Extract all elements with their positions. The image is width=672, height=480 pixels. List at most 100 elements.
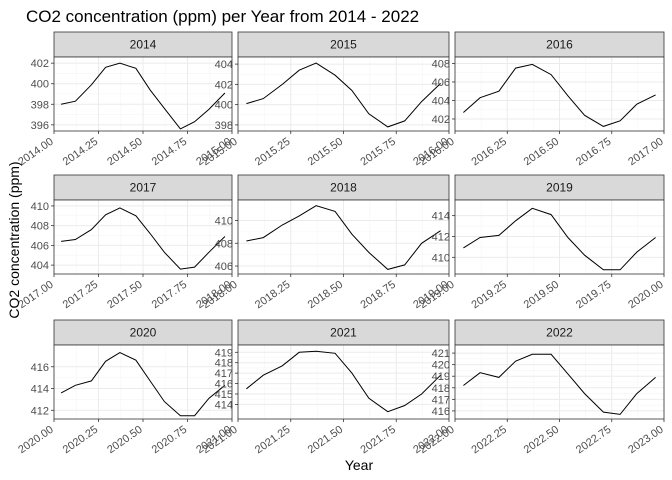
x-tick-label: 2020.75 (150, 424, 189, 457)
series-line-2020 (60, 352, 226, 417)
facet-strip (237, 319, 450, 346)
x-tick-label: 2016.75 (574, 136, 613, 169)
y-tick-label: 400 (215, 100, 233, 112)
y-tick-label: 404 (432, 95, 450, 107)
x-tick-label: 2014.50 (105, 136, 144, 169)
series-line-2014 (60, 62, 226, 130)
y-tick-label: 406 (432, 77, 450, 89)
y-tick-label: 416 (31, 362, 49, 374)
y-tick-label: 418 (432, 383, 450, 395)
facet-strip-label: 2021 (330, 326, 357, 340)
y-tick-label: 402 (31, 58, 49, 70)
x-tick-label: 2014.00 (16, 136, 55, 169)
x-tick-label: 2017.00 (626, 136, 665, 169)
y-tick-label: 402 (432, 114, 450, 126)
x-tick-label: 2016.50 (522, 136, 561, 169)
x-tick-label: 2020.00 (16, 424, 55, 457)
y-tick-label: 418 (215, 358, 233, 370)
x-tick-label: 2022.25 (470, 424, 509, 457)
x-tick-label: 2017.00 (16, 279, 55, 312)
x-tick-label: 2017.50 (105, 279, 144, 312)
y-tick-label: 417 (432, 394, 450, 406)
y-tick-label: 414 (31, 384, 49, 396)
facet-strip (237, 174, 450, 201)
x-tick-label: 2022.50 (522, 424, 561, 457)
y-tick-label: 404 (215, 59, 233, 71)
y-tick-label: 412 (31, 405, 49, 417)
series-line-2019 (463, 207, 656, 271)
x-tick-label: 2021.50 (306, 424, 345, 457)
x-tick-label: 2015.25 (253, 136, 292, 169)
x-tick-label: 2017.75 (150, 279, 189, 312)
y-tick-label: 415 (215, 389, 233, 401)
facet-strip (454, 31, 665, 58)
series-line-2015 (246, 62, 441, 128)
x-tick-label: 2021.75 (359, 424, 398, 457)
x-tick-label: 2018.50 (306, 279, 345, 312)
facet-2020: 2020 412 414 416 2020.00 2020.25 2020.50 2020.7… (16, 319, 234, 457)
y-tick-label: 406 (31, 240, 49, 252)
facet-strip-label: 2022 (546, 326, 573, 340)
x-tick-label: 2019.75 (574, 279, 613, 312)
x-axis-title: Year (345, 457, 374, 473)
chart-title: CO2 concentration (ppm) per Year from 20… (26, 7, 419, 26)
facet-strip-label: 2016 (546, 38, 573, 52)
y-tick-label: 414 (432, 211, 450, 223)
facet-strip (237, 31, 450, 58)
y-tick-label: 406 (215, 261, 233, 273)
facet-strip-label: 2019 (546, 181, 573, 195)
y-tick-label: 417 (215, 368, 233, 380)
y-tick-label: 414 (215, 399, 233, 411)
series-line-2022 (463, 353, 656, 415)
x-tick-label: 2015.75 (359, 136, 398, 169)
y-tick-label: 408 (31, 221, 49, 233)
series-line-2016 (463, 63, 656, 127)
series-line-2021 (246, 350, 441, 413)
facet-strip-label: 2018 (330, 181, 357, 195)
facet-strip (53, 31, 233, 58)
x-tick-label: 2023.00 (626, 424, 665, 457)
x-tick-label: 2014.25 (61, 136, 100, 169)
y-axis-title: CO2 concentration (ppm) (6, 161, 22, 318)
x-tick-label: 2021.25 (253, 424, 292, 457)
x-tick-label: 2018.25 (253, 279, 292, 312)
y-tick-label: 421 (432, 348, 450, 360)
y-tick-label: 416 (215, 379, 233, 391)
y-tick-label: 396 (31, 120, 49, 132)
y-tick-label: 419 (215, 347, 233, 359)
y-tick-label: 398 (215, 120, 233, 132)
y-tick-label: 410 (215, 215, 233, 227)
facet-2014: 2014 396 398 400 402 2014.00 2014.25 2014.50 201… (16, 31, 234, 169)
x-tick-label: 2018.75 (359, 279, 398, 312)
facet-strip-label: 2020 (130, 326, 157, 340)
x-tick-label: 2015.50 (306, 136, 345, 169)
x-tick-label: 2014.75 (150, 136, 189, 169)
x-tick-label: 2020.00 (626, 279, 665, 312)
x-tick-label: 2022.75 (574, 424, 613, 457)
x-tick-label: 2016.25 (470, 136, 509, 169)
y-tick-label: 412 (432, 231, 450, 243)
y-tick-label: 408 (215, 238, 233, 250)
x-tick-label: 2019.25 (470, 279, 509, 312)
facet-strip-label: 2014 (130, 38, 157, 52)
y-tick-label: 400 (31, 79, 49, 91)
facet-strip-label: 2015 (330, 38, 357, 52)
y-tick-label: 404 (31, 260, 49, 272)
y-tick-label: 402 (215, 79, 233, 91)
series-line-2018 (246, 205, 441, 270)
y-tick-label: 410 (31, 201, 49, 213)
x-tick-label: 2020.25 (61, 424, 100, 457)
y-tick-label: 420 (432, 360, 450, 372)
facet-strip (53, 174, 233, 201)
facet-strip-label: 2017 (130, 181, 157, 195)
x-tick-label: 2019.50 (522, 279, 561, 312)
y-tick-label: 408 (432, 58, 450, 70)
facet-2017: 2017 404 406 408 410 2017.00 2017.25 2017.50 201… (16, 174, 234, 312)
